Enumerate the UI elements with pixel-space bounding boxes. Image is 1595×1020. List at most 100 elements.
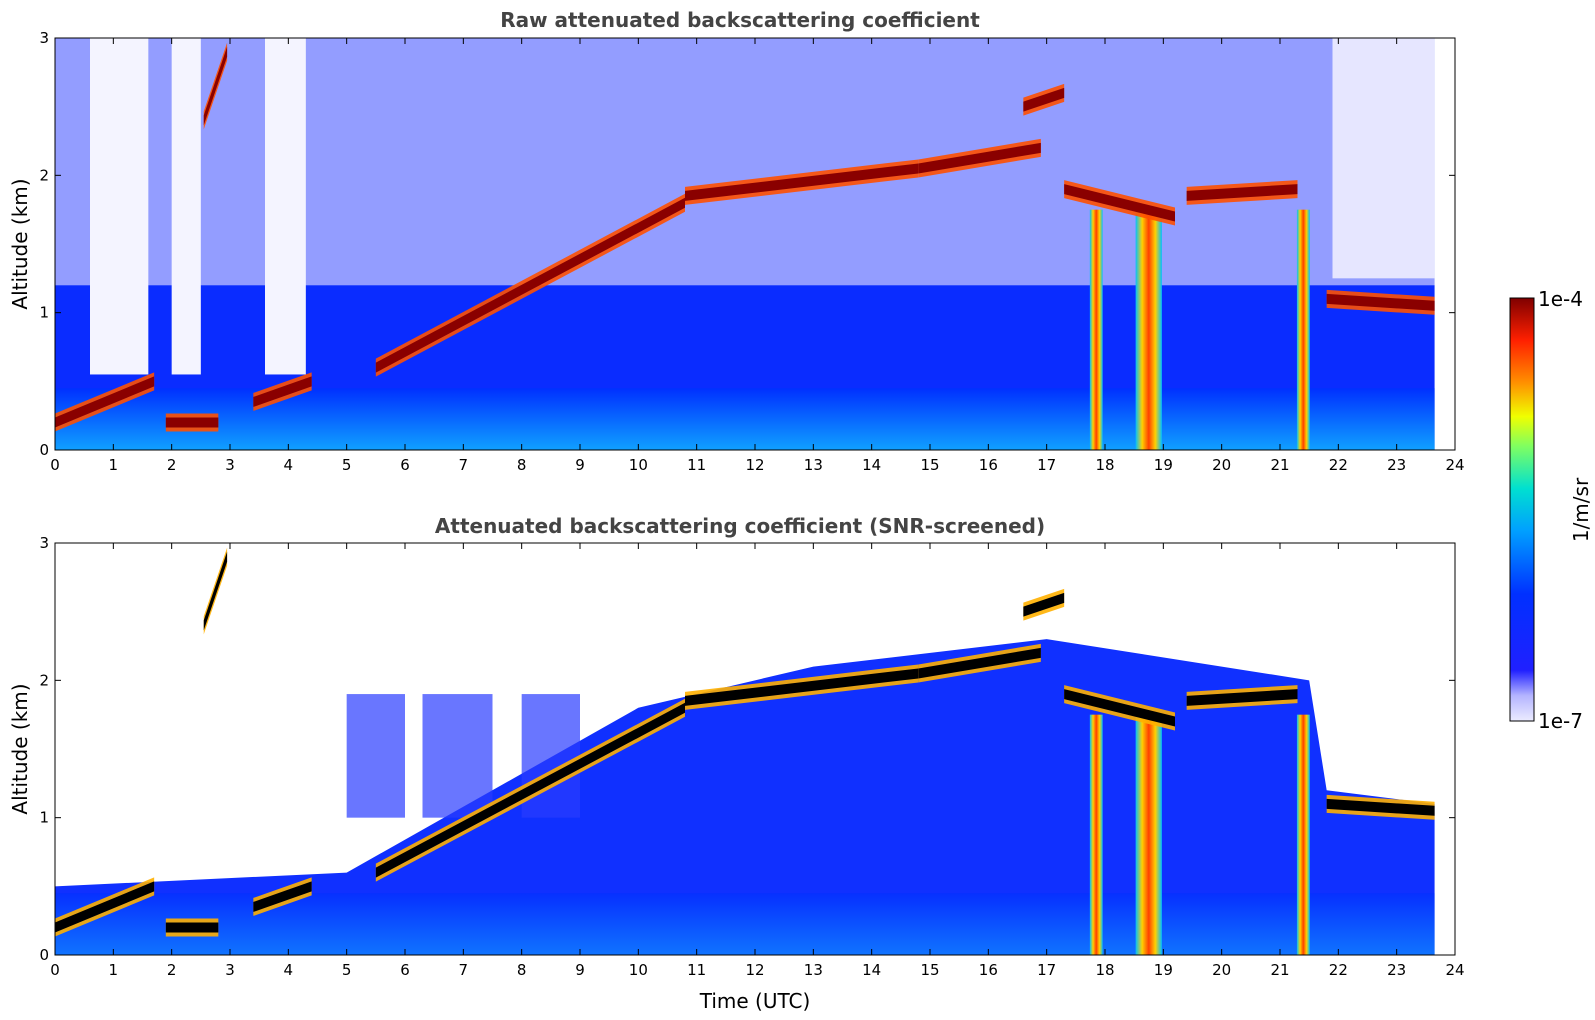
x-tick-label: 6 — [400, 961, 410, 979]
y-tick-label: 2 — [39, 671, 49, 689]
cloud-layer — [1064, 689, 1175, 727]
x-tick-label: 22 — [1329, 456, 1348, 474]
x-tick-label: 10 — [629, 961, 648, 979]
cloud-layer — [918, 647, 1041, 679]
x-tick-label: 14 — [862, 456, 881, 474]
panel-title: Raw attenuated backscattering coefficien… — [500, 8, 980, 32]
x-tick-label: 21 — [1270, 961, 1289, 979]
y-tick-label: 1 — [39, 304, 49, 322]
cloud-layer — [1023, 87, 1065, 112]
x-tick-label: 23 — [1387, 456, 1406, 474]
cloud-layer — [375, 702, 685, 878]
x-tick-label: 11 — [687, 456, 706, 474]
x-tick-label: 8 — [517, 961, 527, 979]
x-tick-label: 11 — [687, 961, 706, 979]
x-tick-label: 12 — [745, 961, 764, 979]
precipitation-shaft — [1089, 714, 1103, 955]
x-tick-label: 1 — [109, 961, 119, 979]
x-tick-label: 3 — [225, 456, 235, 474]
x-ticks: 0 1 2 3 4 5 6 7 8 9 10 11 12 13 14 15 16 17 18 19 20 21 22 23 24 — [50, 38, 1465, 474]
x-tick-label: 19 — [1154, 961, 1173, 979]
colorbar-unit-label: 1/m/sr — [1569, 477, 1593, 542]
plot-area — [55, 38, 1435, 450]
y-tick-label: 2 — [39, 166, 49, 184]
x-tick-label: 20 — [1212, 961, 1231, 979]
y-tick-label: 1 — [39, 809, 49, 827]
cloud-layer — [203, 551, 228, 631]
cloud-layer — [203, 46, 228, 126]
precipitation-shaft — [1089, 209, 1103, 450]
x-tick-label: 13 — [804, 961, 823, 979]
cloud-layer — [55, 881, 155, 933]
x-ticks: 0 1 2 3 4 5 6 7 8 9 10 11 12 13 14 15 16 17 18 19 20 21 22 23 24 — [50, 543, 1465, 979]
x-tick-label: 18 — [1095, 456, 1114, 474]
x-tick-label: 15 — [920, 456, 939, 474]
x-tick-label: 12 — [745, 456, 764, 474]
x-tick-label: 7 — [459, 456, 469, 474]
x-tick-label: 24 — [1445, 456, 1464, 474]
x-tick-label: 0 — [50, 456, 60, 474]
cloud-layer — [375, 197, 685, 373]
x-tick-label: 19 — [1154, 456, 1173, 474]
y-tick-label: 3 — [39, 29, 49, 47]
aerosol-patch — [422, 694, 493, 818]
clear-gap — [265, 38, 306, 375]
clear-gap — [171, 38, 201, 375]
clear-sky-region — [1332, 38, 1435, 279]
cloud-layer — [165, 922, 219, 933]
x-tick-label: 9 — [575, 961, 585, 979]
precipitation-shaft — [1135, 209, 1162, 450]
screened-field — [55, 639, 1435, 955]
cloud-layer — [1023, 592, 1065, 617]
x-tick-label: 6 — [400, 456, 410, 474]
y-tick-label: 0 — [39, 441, 49, 459]
y-tick-label: 3 — [39, 534, 49, 552]
precipitation-shaft — [1296, 209, 1310, 450]
x-tick-label: 23 — [1387, 961, 1406, 979]
y-axis-label: Altitude (km) — [8, 683, 32, 814]
x-tick-label: 18 — [1095, 961, 1114, 979]
x-tick-label: 2 — [167, 961, 177, 979]
x-tick-label: 5 — [342, 456, 352, 474]
x-tick-label: 24 — [1445, 961, 1464, 979]
cloud-layer — [1186, 184, 1298, 201]
clear-gap — [90, 38, 149, 375]
y-ticks: 0 1 2 3 — [39, 29, 1455, 459]
cloud-layer — [1064, 184, 1175, 222]
cloud-layer — [253, 376, 312, 407]
x-tick-label: 17 — [1037, 456, 1056, 474]
x-tick-label: 15 — [920, 961, 939, 979]
cloud-layer — [1326, 293, 1435, 311]
x-tick-label: 22 — [1329, 961, 1348, 979]
x-tick-label: 8 — [517, 456, 527, 474]
x-axis-label: Time (UTC) — [699, 989, 811, 1013]
noise-region — [55, 38, 1435, 286]
x-tick-label: 21 — [1270, 456, 1289, 474]
y-axis-label: Altitude (km) — [8, 178, 32, 309]
x-tick-label: 1 — [109, 456, 119, 474]
panel-title: Attenuated backscattering coefficient (S… — [435, 514, 1045, 538]
cloud-layer — [685, 668, 919, 706]
x-tick-label: 0 — [50, 961, 60, 979]
cloud-layer — [918, 142, 1041, 174]
x-tick-label: 7 — [459, 961, 469, 979]
precipitation-shaft — [1296, 714, 1310, 955]
x-tick-label: 9 — [575, 456, 585, 474]
x-tick-label: 20 — [1212, 456, 1231, 474]
x-tick-label: 17 — [1037, 961, 1056, 979]
x-tick-label: 10 — [629, 456, 648, 474]
colorbar-scale — [1509, 297, 1535, 722]
cloud-layer — [253, 881, 312, 912]
x-tick-label: 3 — [225, 961, 235, 979]
cloud-layer — [1186, 689, 1298, 706]
cloud-layer — [55, 376, 155, 428]
cloud-layer — [685, 163, 919, 201]
cloud-layer — [165, 417, 219, 428]
colorbar-max-label: 1e-4 — [1538, 287, 1583, 311]
colorbar-min-label: 1e-7 — [1538, 709, 1583, 733]
x-tick-label: 16 — [979, 456, 998, 474]
colorbar: 1e-4 1e-7 1/m/sr — [1509, 287, 1593, 733]
x-tick-label: 13 — [804, 456, 823, 474]
precipitation-shaft — [1135, 714, 1162, 955]
